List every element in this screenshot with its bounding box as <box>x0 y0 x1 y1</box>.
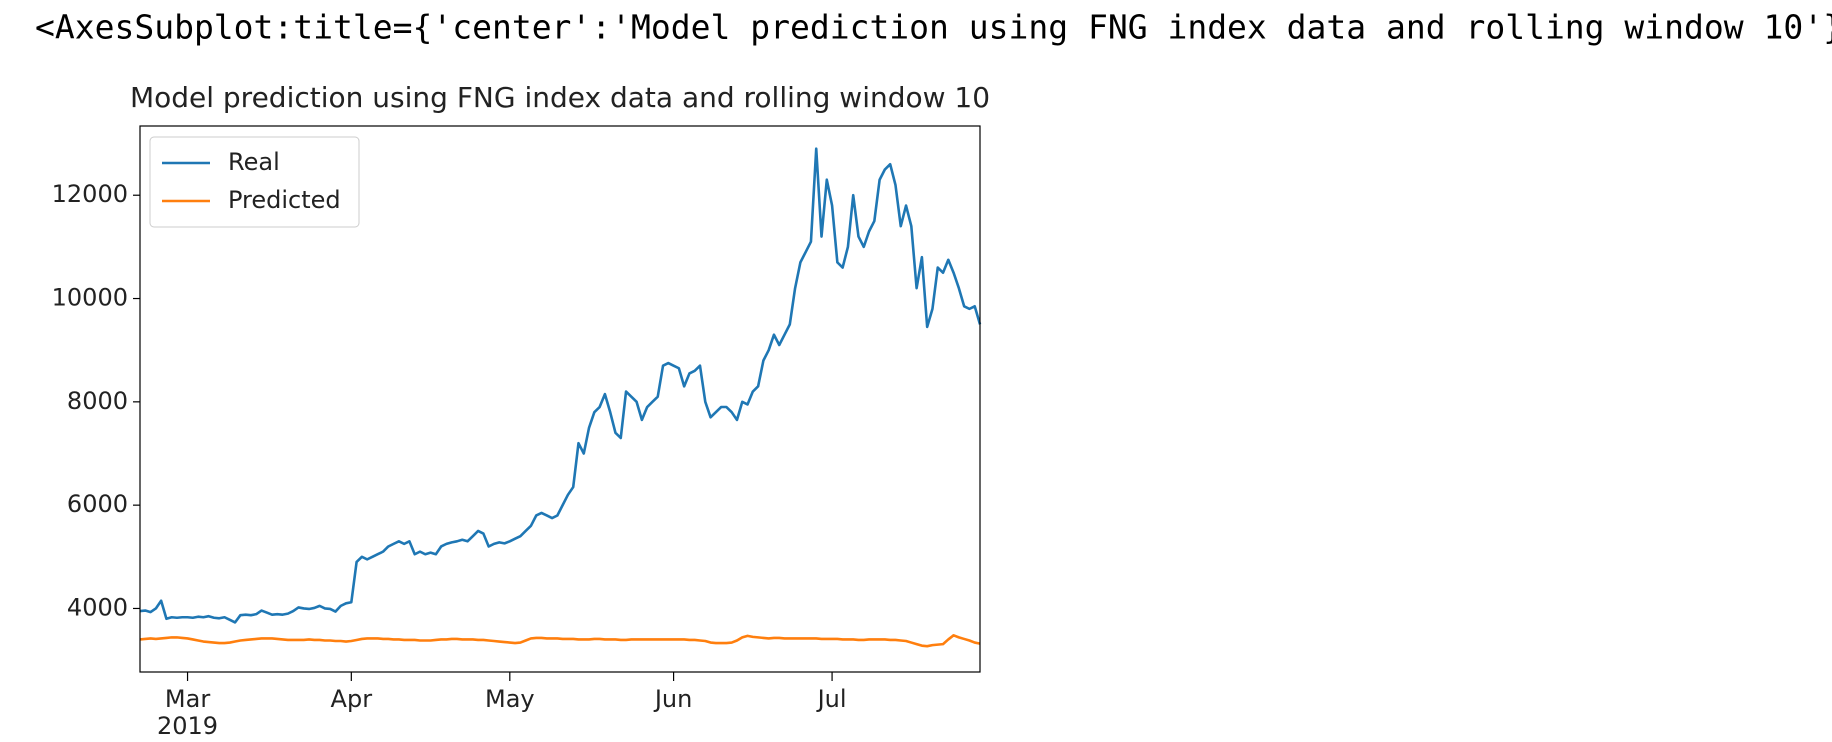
x-tick-label: Jul <box>816 685 847 713</box>
chart-title: Model prediction using FNG index data an… <box>130 81 990 114</box>
y-tick-label: 8000 <box>67 387 128 415</box>
output-repr: <AxesSubplot:title={'center':'Model pred… <box>35 8 1832 47</box>
x-tick-label: Jun <box>653 685 693 713</box>
y-tick-label: 12000 <box>52 180 128 208</box>
x-tick-label: Mar 2019 <box>157 685 218 740</box>
y-tick-label: 10000 <box>52 284 128 312</box>
x-tick-label: Apr <box>331 685 373 713</box>
series-line <box>139 634 981 648</box>
y-tick-label: 6000 <box>67 490 128 518</box>
plot-frame <box>139 125 981 673</box>
legend-label: Predicted <box>228 186 341 214</box>
x-tick-label: May <box>485 685 535 713</box>
series-line <box>139 147 982 624</box>
legend-label: Real <box>228 148 280 176</box>
legend-box <box>149 136 360 228</box>
y-tick-label: 4000 <box>67 593 128 621</box>
